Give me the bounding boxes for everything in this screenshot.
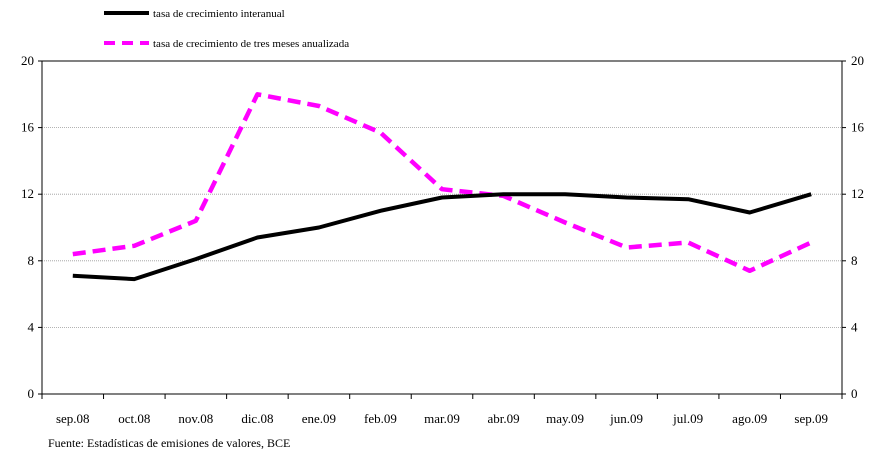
y-tick-label-right: 12 [851,186,864,201]
x-tick-label: nov.08 [178,411,213,426]
y-tick-label-left: 16 [21,120,35,135]
x-axis: sep.08 oct.08 nov.08 dic.08 ene.09 feb.09 mar.… [41,394,843,426]
x-tick-label: abr.09 [487,411,519,426]
y-axis-left: 0 4 8 12 16 20 [21,53,42,401]
x-tick-label: ago.09 [732,411,767,426]
x-tick-label: feb.09 [364,411,397,426]
y-tick-label-right: 20 [851,53,864,68]
y-tick-label-left: 4 [28,319,35,334]
y-tick-label-left: 0 [28,386,35,401]
y-tick-label-left: 20 [21,53,34,68]
series-group [72,92,813,282]
x-tick-label: jul.09 [672,411,703,426]
y-tick-label-right: 0 [851,386,858,401]
x-tick-label: may.09 [546,411,584,426]
x-tick-label: oct.08 [118,411,150,426]
legend-label-interanual: tasa de crecimiento interanual [153,8,285,20]
x-tick-label: dic.08 [241,411,273,426]
x-tick-label: sep.08 [56,411,90,426]
y-tick-label-left: 8 [28,253,35,268]
y-tick-label-left: 12 [21,186,34,201]
gridlines [42,127,842,328]
x-tick-label: mar.09 [424,411,460,426]
series-line-tres-meses [72,92,813,274]
y-tick-label-right: 8 [851,253,858,268]
plot-area-frame [41,60,843,395]
y-axis-right: 0 4 8 12 16 20 [842,53,865,401]
series-line-interanual [72,192,812,282]
y-tick-label-right: 16 [851,120,865,135]
source-note: Fuente: Estadísticas de emisiones de val… [48,436,290,450]
x-tick-label: sep.09 [794,411,828,426]
y-tick-label-right: 4 [851,319,858,334]
x-tick-label: jun.09 [609,411,643,426]
legend-label-tres-meses: tasa de crecimiento de tres meses anuali… [153,38,349,50]
x-tick-label: ene.09 [302,411,336,426]
legend: tasa de crecimiento interanual tasa de c… [104,8,349,50]
